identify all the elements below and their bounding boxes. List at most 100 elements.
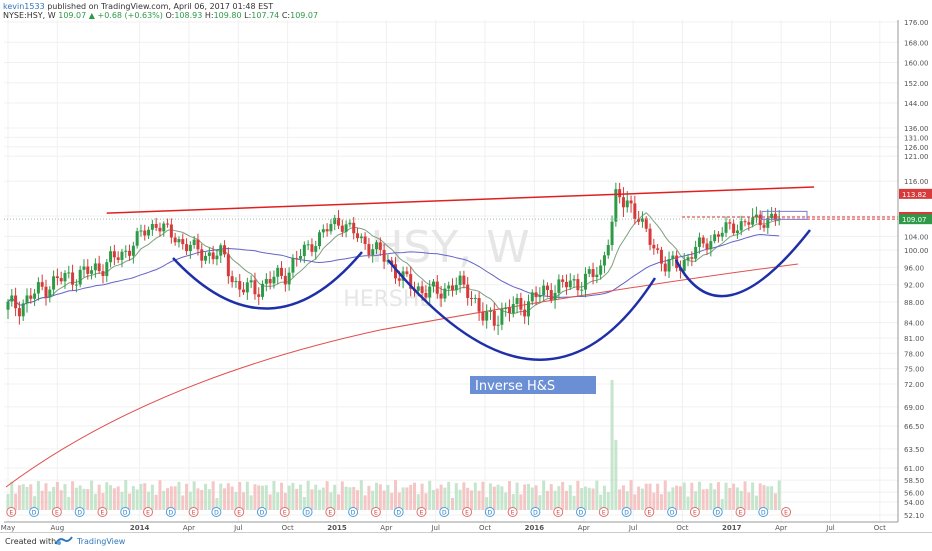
volume-bar bbox=[473, 482, 477, 510]
earnings-marker-icon bbox=[6, 507, 17, 517]
earnings-marker-icon bbox=[325, 507, 336, 517]
volume-bar bbox=[724, 482, 728, 510]
volume-bar bbox=[352, 487, 356, 510]
y-tick-label: 66.50 bbox=[904, 423, 924, 431]
candle-body bbox=[625, 200, 629, 208]
volume-bar bbox=[340, 481, 344, 510]
candle-body bbox=[71, 272, 75, 285]
volume-bar bbox=[230, 486, 234, 510]
candle-body bbox=[211, 252, 215, 260]
candle-body bbox=[276, 267, 280, 277]
volume-bar bbox=[40, 490, 44, 510]
volume-bar bbox=[705, 488, 709, 510]
x-tick-label: Oct bbox=[282, 524, 294, 532]
volume-bar bbox=[44, 483, 48, 510]
candle-body bbox=[10, 295, 14, 302]
candle-body bbox=[314, 246, 318, 252]
candle-body bbox=[185, 244, 189, 252]
candle-body bbox=[382, 249, 386, 262]
volume-bar bbox=[359, 480, 363, 510]
volume-bar bbox=[766, 486, 770, 510]
volume-bar bbox=[595, 480, 599, 510]
event-marker-label: D bbox=[396, 510, 401, 517]
candle-body bbox=[443, 288, 447, 299]
volume-bar bbox=[143, 483, 147, 510]
candle-body bbox=[409, 274, 413, 289]
y-tick-label: 152.00 bbox=[904, 80, 929, 88]
event-marker-label: D bbox=[761, 510, 766, 517]
volume-bar bbox=[158, 480, 162, 510]
event-marker-label: E bbox=[146, 510, 150, 517]
candle-body bbox=[743, 221, 747, 223]
volume-bar bbox=[90, 480, 94, 510]
candle-body bbox=[496, 324, 500, 326]
volume-bar bbox=[614, 440, 618, 510]
volume-bar bbox=[177, 481, 181, 510]
candle-body bbox=[21, 303, 25, 317]
candle-body bbox=[526, 301, 530, 317]
candle-body bbox=[515, 297, 519, 305]
event-marker-label: E bbox=[9, 510, 13, 517]
volume-bar bbox=[215, 498, 219, 510]
event-marker-label: E bbox=[647, 510, 651, 517]
volume-bar bbox=[63, 484, 67, 510]
y-tick-label: 72.00 bbox=[904, 381, 924, 389]
volume-bar bbox=[431, 489, 435, 510]
event-marker-label: E bbox=[237, 510, 241, 517]
author-link[interactable]: kevin1533 bbox=[3, 2, 45, 11]
volume-bar bbox=[773, 493, 777, 510]
candle-body bbox=[561, 279, 565, 282]
y-tick-label: 81.00 bbox=[904, 335, 924, 343]
volume-bar bbox=[728, 487, 732, 510]
volume-bar bbox=[545, 490, 549, 510]
candle-body bbox=[333, 217, 337, 225]
volume-bar bbox=[200, 489, 204, 510]
volume-bar bbox=[245, 481, 249, 510]
candle-body bbox=[591, 269, 595, 277]
dividend-marker-icon bbox=[667, 507, 678, 517]
candle-body bbox=[173, 237, 177, 243]
volume-bar bbox=[105, 482, 109, 510]
volume-bar bbox=[413, 482, 417, 510]
x-tick-label: 2015 bbox=[327, 524, 347, 532]
volume-bar bbox=[394, 480, 398, 510]
tradingview-brand[interactable]: TradingView bbox=[77, 537, 126, 546]
dividend-marker-icon bbox=[758, 507, 769, 517]
candle-body bbox=[363, 236, 367, 245]
candle-body bbox=[188, 244, 192, 252]
y-tick-label: 121.00 bbox=[904, 153, 929, 161]
volume-bar bbox=[162, 490, 166, 510]
event-marker-label: D bbox=[533, 510, 538, 517]
candle-body bbox=[14, 295, 18, 309]
candle-body bbox=[318, 232, 322, 247]
symbol-label[interactable]: NYSE:HSY, W bbox=[3, 11, 56, 20]
volume-bar bbox=[272, 480, 276, 510]
candle-body bbox=[55, 276, 59, 278]
dividend-marker-icon bbox=[302, 507, 313, 517]
candle-body bbox=[648, 228, 652, 245]
volume-bar bbox=[181, 495, 185, 510]
volume-bar bbox=[207, 489, 211, 510]
candle-body bbox=[44, 286, 48, 298]
candle-body bbox=[116, 257, 120, 260]
volume-bar bbox=[549, 484, 553, 510]
candle-body bbox=[352, 222, 356, 234]
y-tick-label: 100.00 bbox=[904, 247, 929, 255]
candle-body bbox=[758, 214, 762, 226]
time-axis[interactable]: May Aug 2014 Apr Jul Oct 2015 Apr Jul Oct 2016 Apr J… bbox=[1, 521, 898, 532]
x-tick-label: May bbox=[1, 524, 15, 532]
volume-bar bbox=[682, 482, 686, 510]
dividend-marker-icon bbox=[393, 507, 404, 517]
volume-bar bbox=[542, 480, 546, 510]
candle-body bbox=[147, 229, 151, 236]
volume-bar bbox=[732, 483, 736, 510]
volume-bar bbox=[116, 486, 120, 510]
candle-body bbox=[124, 250, 128, 252]
y-tick-label: 56.00 bbox=[904, 489, 924, 497]
candle-body bbox=[595, 274, 599, 277]
ma-mid-line bbox=[7, 233, 780, 306]
candle-body bbox=[234, 281, 238, 283]
price-axis[interactable]: 176.00 168.00 160.00 152.00 144.00 136.00131.… bbox=[897, 19, 932, 522]
candle-body bbox=[732, 223, 736, 234]
